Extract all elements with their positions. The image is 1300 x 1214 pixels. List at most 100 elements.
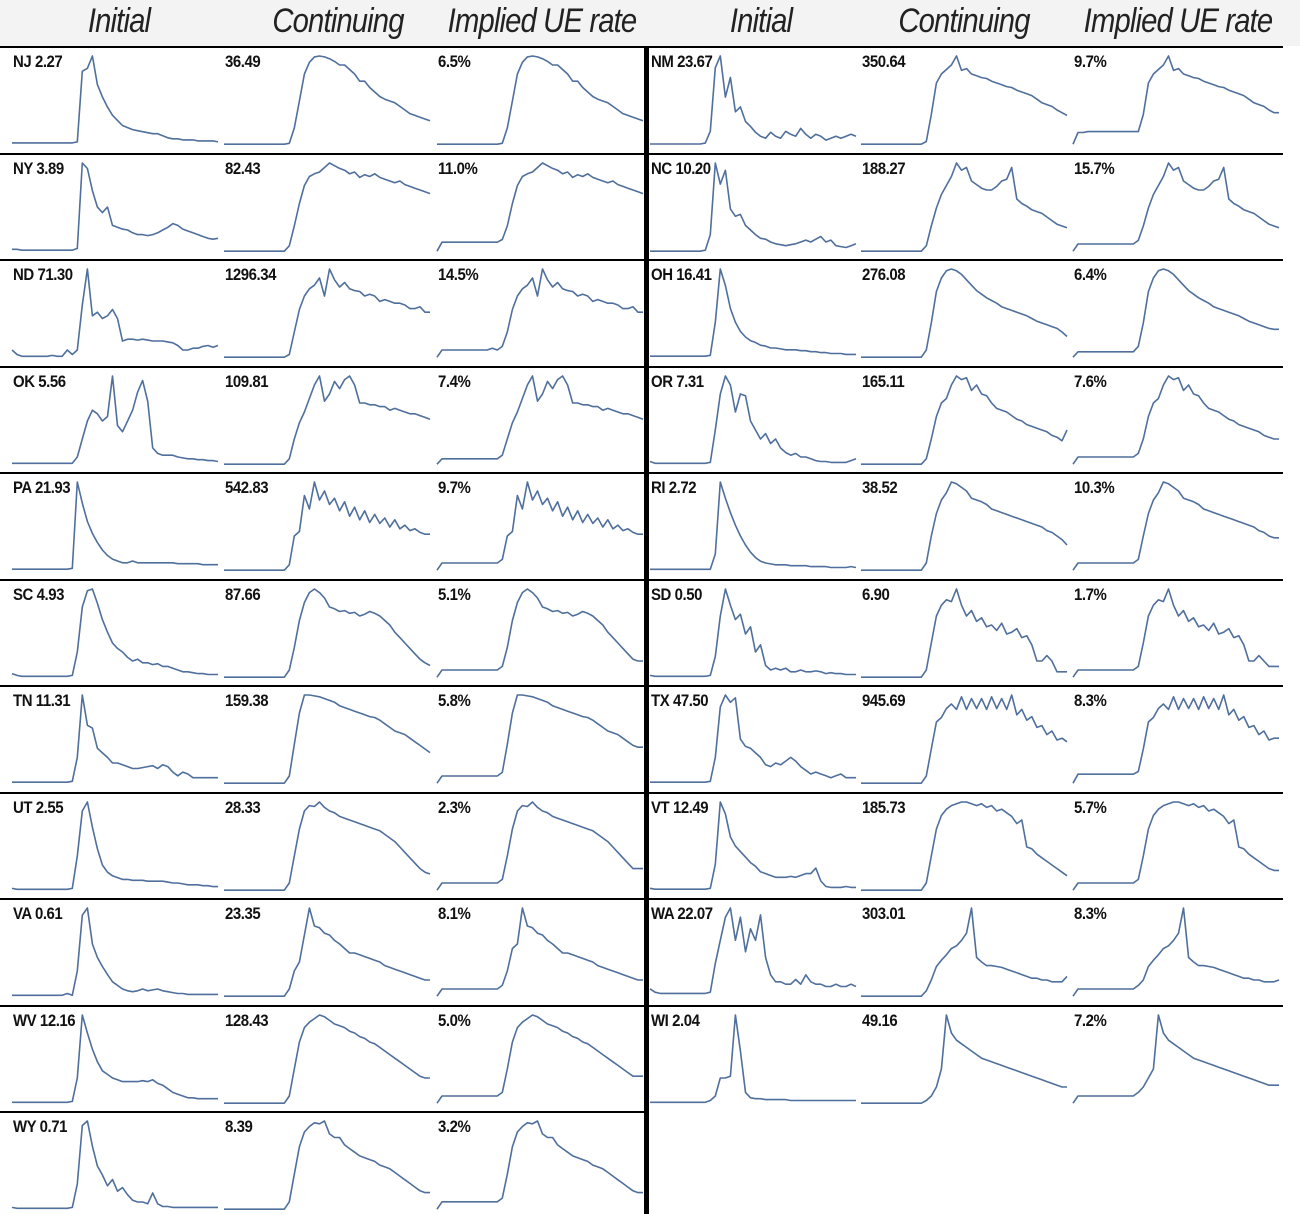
series-line-initial: [11, 1120, 218, 1210]
row-separator: [649, 791, 1283, 794]
sparkline-nd-ue-rate: [436, 268, 643, 358]
series-line-ue-rate: [436, 268, 643, 358]
label-wa-ue-rate: 8.3%: [1074, 904, 1107, 923]
series-line-ue-rate: [436, 694, 643, 784]
sparkline-wa-ue-rate: [1072, 907, 1280, 997]
label-sc-ue-rate: 5.1%: [438, 584, 471, 604]
series-line-initial: [12, 694, 218, 783]
label-nd-continuing: 1296.34: [225, 265, 276, 284]
label-tx-ue-rate: 8.3%: [1074, 691, 1107, 710]
label-ny-ue-rate: 11.0%: [438, 158, 478, 178]
series-line-initial: [650, 268, 856, 357]
series-line-continuing: [224, 907, 430, 997]
header-ue-rate-left: Implied UE rate: [447, 2, 637, 40]
label-ok-initial: OK 5.56: [13, 371, 66, 391]
series-line-ue-rate: [1072, 1013, 1279, 1104]
label-ri-continuing: 38.52: [862, 478, 898, 497]
sparkline-ut-ue-rate: [436, 800, 643, 891]
label-nj-ue-rate: 6.5%: [438, 52, 471, 71]
sparkline-wi-ue-rate: [1072, 1013, 1279, 1104]
series-line-continuing: [861, 800, 1068, 891]
sparkline-ut-initial: [11, 800, 218, 890]
series-line-initial: [650, 694, 856, 783]
series-line-initial: [649, 800, 856, 890]
series-line-ue-rate: [1072, 694, 1279, 784]
column-divider: [644, 46, 649, 1214]
sparkline-ri-ue-rate: [1072, 481, 1279, 571]
sparkline-sd-ue-rate: [1072, 587, 1279, 678]
header-continuing-left: Continuing: [272, 2, 404, 40]
sparkline-va-initial: [12, 907, 218, 997]
row-separator: [0, 685, 644, 687]
label-tn-continuing: 159.38: [225, 691, 269, 710]
header-initial-right: Initial: [729, 2, 793, 40]
sparkline-ut-continuing: [224, 800, 431, 891]
series-line-continuing: [224, 481, 430, 571]
sparkline-nm-ue-rate: [1072, 55, 1279, 145]
label-wi-continuing: 49.16: [862, 1010, 898, 1030]
row-separator: [0, 365, 644, 368]
sparkline-ri-initial: [650, 481, 857, 571]
label-tx-continuing: 945.69: [862, 691, 906, 710]
row-separator: [0, 1111, 644, 1113]
sparkline-ny-initial: [12, 161, 219, 251]
sparkline-wv-continuing: [224, 1013, 430, 1104]
label-vt-ue-rate: 5.7%: [1074, 797, 1107, 817]
sparkline-tn-continuing: [224, 694, 431, 784]
label-sc-initial: SC 4.93: [13, 584, 64, 604]
label-nm-initial: NM 23.67: [651, 52, 713, 71]
row-separator: [649, 472, 1283, 474]
sparkline-wa-initial: [649, 907, 857, 995]
sparkline-nc-ue-rate: [1072, 161, 1280, 252]
sparkline-wi-initial: [650, 1013, 856, 1103]
label-tn-initial: TN 11.31: [13, 691, 71, 710]
series-line-initial: [12, 907, 218, 997]
label-wy-continuing: 8.39: [225, 1117, 253, 1136]
series-line-initial: [650, 161, 857, 252]
series-line-continuing: [861, 55, 1068, 145]
sparkline-tn-initial: [12, 694, 218, 783]
series-line-initial: [649, 587, 856, 677]
row-separator: [0, 259, 644, 261]
series-line-initial: [650, 55, 857, 145]
label-ut-ue-rate: 2.3%: [438, 797, 471, 817]
series-line-continuing: [224, 268, 430, 358]
label-pa-continuing: 542.83: [225, 478, 269, 497]
sparkline-nc-initial: [650, 161, 857, 252]
sparkline-wa-continuing: [861, 907, 1068, 997]
label-oh-ue-rate: 6.4%: [1074, 265, 1107, 284]
label-sd-ue-rate: 1.7%: [1074, 584, 1107, 604]
series-line-ue-rate: [436, 374, 644, 465]
row-separator: [649, 259, 1283, 261]
label-pa-initial: PA 21.93: [13, 478, 71, 497]
label-va-continuing: 23.35: [225, 904, 261, 923]
series-line-continuing: [861, 481, 1068, 571]
sparkline-nj-continuing: [224, 55, 431, 145]
sparkline-ok-continuing: [224, 374, 431, 465]
series-line-continuing: [224, 1120, 430, 1210]
sparkline-wv-initial: [12, 1013, 218, 1103]
series-line-initial: [12, 1013, 218, 1103]
sparkline-sc-continuing: [224, 587, 431, 678]
sparkline-vt-continuing: [861, 800, 1068, 891]
series-line-ue-rate: [1072, 374, 1279, 465]
series-line-ue-rate: [437, 55, 644, 145]
sparkline-oh-ue-rate: [1072, 268, 1279, 358]
label-sc-continuing: 87.66: [225, 584, 261, 604]
series-line-continuing: [224, 161, 431, 252]
sparkline-nd-initial: [11, 268, 219, 358]
series-line-initial: [11, 800, 218, 890]
sparkline-ri-continuing: [861, 481, 1068, 571]
label-nm-ue-rate: 9.7%: [1074, 52, 1107, 71]
sparkline-ny-ue-rate: [436, 161, 644, 252]
series-line-initial: [12, 161, 219, 251]
sparkline-nm-continuing: [861, 55, 1068, 145]
series-line-ue-rate: [1072, 907, 1280, 997]
label-va-initial: VA 0.61: [13, 904, 63, 923]
label-wv-continuing: 128.43: [225, 1010, 269, 1030]
series-line-ue-rate: [1072, 587, 1279, 678]
series-line-ue-rate: [436, 1120, 643, 1210]
header-initial-left: Initial: [87, 2, 151, 40]
label-wa-initial: WA 22.07: [651, 904, 713, 923]
series-line-initial: [650, 1013, 856, 1103]
